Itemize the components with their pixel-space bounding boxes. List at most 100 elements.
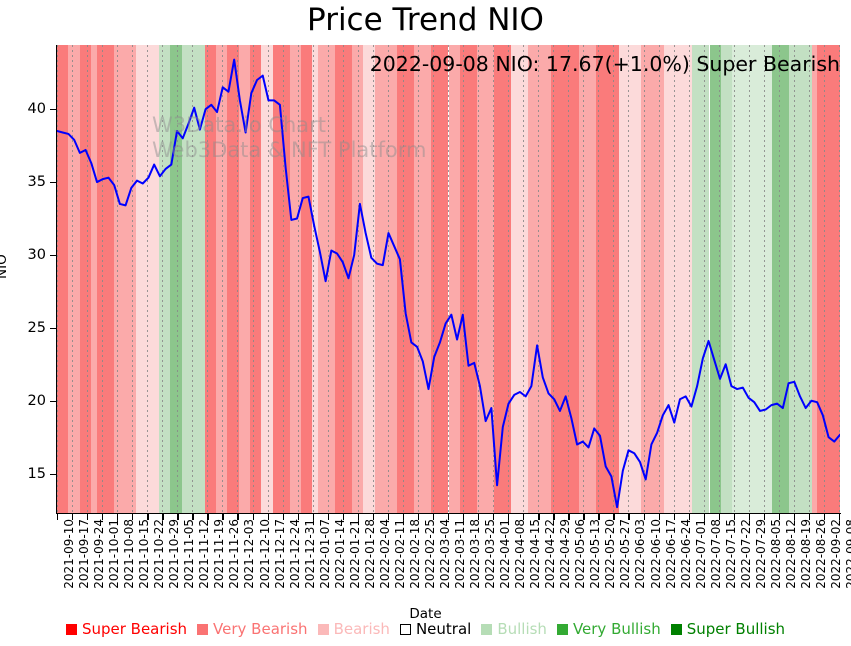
x-tick — [102, 514, 104, 520]
gridline — [387, 45, 389, 513]
x-tick-label: 2021-09-17 — [77, 519, 92, 589]
sentiment-band — [215, 45, 228, 513]
sentiment-band — [709, 45, 721, 513]
gridline — [117, 45, 119, 513]
sentiment-band — [664, 45, 693, 513]
x-tick — [282, 514, 284, 520]
sentiment-band — [204, 45, 216, 513]
sentiment-band — [170, 45, 182, 513]
gridline — [613, 45, 615, 513]
x-tick — [703, 514, 705, 520]
gridline — [568, 45, 570, 513]
x-tick — [117, 514, 119, 520]
sentiment-band — [397, 45, 415, 513]
gridline — [222, 45, 224, 513]
x-tick-label: 2022-08-12 — [783, 519, 798, 589]
sentiment-band-layer — [57, 45, 840, 513]
vertical-gridlines — [57, 45, 840, 513]
x-tick — [267, 514, 269, 520]
sentiment-band — [374, 45, 398, 513]
gridline — [673, 45, 675, 513]
gridline — [763, 45, 765, 513]
x-tick — [523, 514, 525, 520]
x-tick-label: 2022-02-25 — [422, 519, 437, 589]
x-tick-label: 2021-11-19 — [212, 519, 227, 589]
gridline — [177, 45, 179, 513]
x-tick-label: 2022-03-18 — [468, 519, 483, 589]
gridline — [432, 45, 434, 513]
legend-label: Bullish — [497, 620, 547, 638]
gridline — [553, 45, 555, 513]
legend-item-very-bullish[interactable]: Very Bullish — [556, 620, 661, 638]
x-tick-label: 2022-07-01 — [693, 519, 708, 589]
gridline — [327, 45, 329, 513]
y-tick — [50, 182, 56, 184]
sentiment-band — [312, 45, 318, 513]
x-tick-label: 2021-12-10 — [257, 519, 272, 589]
sentiment-band — [300, 45, 313, 513]
x-tick — [763, 514, 766, 520]
gridline — [312, 45, 314, 513]
gridline — [402, 45, 404, 513]
legend-item-neutral[interactable]: Neutral — [399, 620, 471, 638]
legend-label: Very Bullish — [572, 620, 661, 638]
gridline — [478, 45, 480, 513]
legend-item-super-bearish[interactable]: Super Bearish — [65, 620, 187, 638]
gridline — [508, 45, 510, 513]
x-tick-label: 2022-01-28 — [362, 519, 377, 589]
x-tick — [132, 514, 134, 520]
x-tick-label: 2021-12-31 — [302, 519, 317, 589]
legend-swatch-icon — [197, 623, 209, 635]
y-tick — [50, 109, 56, 111]
gridline — [297, 45, 299, 513]
sentiment-band — [68, 45, 80, 513]
gridline — [357, 45, 359, 513]
legend-item-very-bearish[interactable]: Very Bearish — [197, 620, 308, 638]
sentiment-band — [57, 45, 69, 513]
legend-swatch-icon — [65, 623, 77, 635]
x-tick-label: 2022-06-17 — [663, 519, 678, 589]
latest-value-annotation: 2022-09-08 NIO: 17.67(+1.0%) Super Beari… — [369, 52, 840, 76]
x-tick — [538, 514, 540, 520]
x-tick-label: 2022-03-11 — [453, 519, 467, 589]
y-axis-label: NIO — [0, 254, 10, 279]
x-tick — [658, 514, 660, 520]
x-tick-label: 2022-05-27 — [618, 519, 633, 589]
legend-swatch-icon — [670, 623, 682, 635]
gridline — [598, 45, 600, 513]
x-tick — [553, 514, 555, 520]
gridline — [192, 45, 194, 513]
x-tick-label: 2021-10-22 — [152, 519, 167, 589]
gridline — [237, 45, 239, 513]
x-tick — [402, 514, 405, 520]
gridline — [523, 45, 525, 513]
sentiment-band — [527, 45, 551, 513]
legend: Super Bearish Very Bearish Bearish Neutral B… — [0, 620, 851, 638]
x-tick-label: 2022-02-04 — [377, 519, 392, 589]
x-tick-label: 2022-07-08 — [708, 519, 723, 589]
x-tick-label: 2021-11-26 — [227, 519, 242, 589]
x-tick-label: 2022-02-18 — [407, 519, 422, 589]
x-tick — [733, 514, 736, 520]
x-tick-label: 2021-12-03 — [242, 519, 257, 589]
gridline — [493, 45, 495, 513]
x-tick — [839, 514, 841, 520]
x-tick-label: 2022-01-14 — [332, 519, 347, 589]
y-tick — [50, 327, 56, 330]
gridline — [823, 45, 825, 513]
x-tick-label: 2021-09-24 — [92, 519, 107, 589]
x-tick — [372, 514, 375, 520]
x-tick-label: 2022-05-13 — [588, 519, 603, 589]
legend-item-bearish[interactable]: Bearish — [317, 620, 390, 638]
gridline — [463, 45, 465, 513]
sentiment-band — [431, 45, 449, 513]
sentiment-band — [459, 45, 477, 513]
legend-item-bullish[interactable]: Bullish — [481, 620, 547, 638]
x-tick-label: 2022-06-10 — [648, 519, 663, 589]
y-tick — [50, 400, 56, 403]
x-tick-label: 2021-10-08 — [122, 519, 137, 589]
legend-item-super-bullish[interactable]: Super Bullish — [670, 620, 785, 638]
legend-swatch-icon — [317, 623, 329, 635]
sentiment-band — [261, 45, 273, 513]
x-tick — [688, 514, 690, 520]
